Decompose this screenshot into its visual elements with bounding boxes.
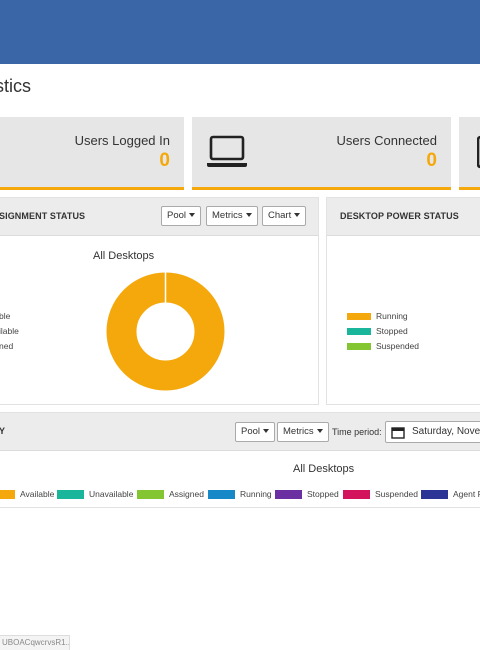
legend-label: Assigned [169,489,204,499]
legend-item-stopped: Stopped [347,326,408,336]
desktop-power-status-panel: DESKTOP POWER STATUS Running Stopped Sus… [326,197,480,405]
legend-item: ned [0,341,14,351]
metrics-dropdown[interactable]: Metrics [206,206,258,226]
panel-header: SIGNMENT STATUS Pool Metrics Chart [0,198,318,236]
legend-label: Stopped [307,489,339,499]
caret-down-icon [189,213,196,217]
dropdown-label: Metrics [283,426,314,437]
legend-swatch [347,328,371,335]
legend-item-unavailable: Unavailable [57,489,133,501]
chart-title: All Desktops [93,250,155,262]
legend-item-suspended: Suspended [347,341,419,351]
browser-status-bar: UBOACqwcrvsR1... [0,635,70,650]
legend-item-available: Available [0,489,54,501]
legend-item-stopped: Stopped [275,489,339,501]
legend-swatch [57,490,84,499]
legend-item-suspended: Suspended [343,489,418,501]
legend-label: Unavailable [89,489,134,499]
stat-label: Users Logged In [74,133,170,148]
laptop-icon [207,135,247,167]
panel-title: DESKTOP POWER STATUS [340,211,459,221]
panel-title: SIGNMENT STATUS [0,211,86,221]
dropdown-label: Pool [241,426,261,437]
legend-label: Running [376,311,408,321]
legend-item: ble [0,311,11,321]
legend-label: Running [240,489,272,499]
legend-label: Agent R [453,489,480,499]
pool-dropdown[interactable]: Pool [235,422,276,442]
stat-card-users-logged-in: Users Logged In 0 [0,117,184,190]
calendar-icon[interactable] [391,426,405,439]
date-picker-input[interactable]: Saturday, Novem [385,421,480,443]
legend-item-running: Running [347,311,408,321]
legend-swatch [275,490,302,499]
donut-chart [106,272,225,391]
legend-swatch [347,343,371,350]
stat-card-partial [459,117,480,190]
chart-dropdown[interactable]: Chart [262,206,307,226]
metrics-dropdown[interactable]: Metrics [277,422,329,442]
legend-item: ilable [0,326,19,336]
top-header-bar [0,0,480,64]
caret-down-icon [263,429,270,433]
date-value: Saturday, Novem [412,426,480,437]
legend-swatch [0,490,15,499]
stat-card-users-connected: Users Connected 0 [192,117,451,190]
page-title: tistics [0,76,31,96]
legend-swatch [343,490,370,499]
legend-item-assigned: Assigned [137,489,204,501]
stat-value: 0 [426,150,437,171]
caret-down-icon [316,429,323,433]
stat-value: 0 [159,150,170,171]
dropdown-label: Metrics [212,210,243,221]
time-period-label: Time period: [332,427,382,437]
legend-label: Suspended [375,489,419,499]
legend-swatch [137,490,164,499]
legend-label: Stopped [376,326,408,336]
panel-title: Y [0,426,6,436]
legend-item-running: Running [208,489,272,501]
legend-label: Available [20,489,55,499]
legend-swatch [347,313,371,320]
legend-label: Suspended [376,341,420,351]
panel-header: DESKTOP POWER STATUS [327,198,480,236]
legend-swatch [421,490,448,499]
legend-item-agent: Agent R [421,489,480,501]
dropdown-label: Chart [268,210,292,221]
dropdown-label: Pool [167,210,187,221]
stat-label: Users Connected [336,133,437,148]
caret-down-icon [294,213,301,217]
legend-swatch [208,490,235,499]
chart-title: All Desktops [293,463,355,475]
pool-dropdown[interactable]: Pool [161,206,202,226]
caret-down-icon [245,213,252,217]
